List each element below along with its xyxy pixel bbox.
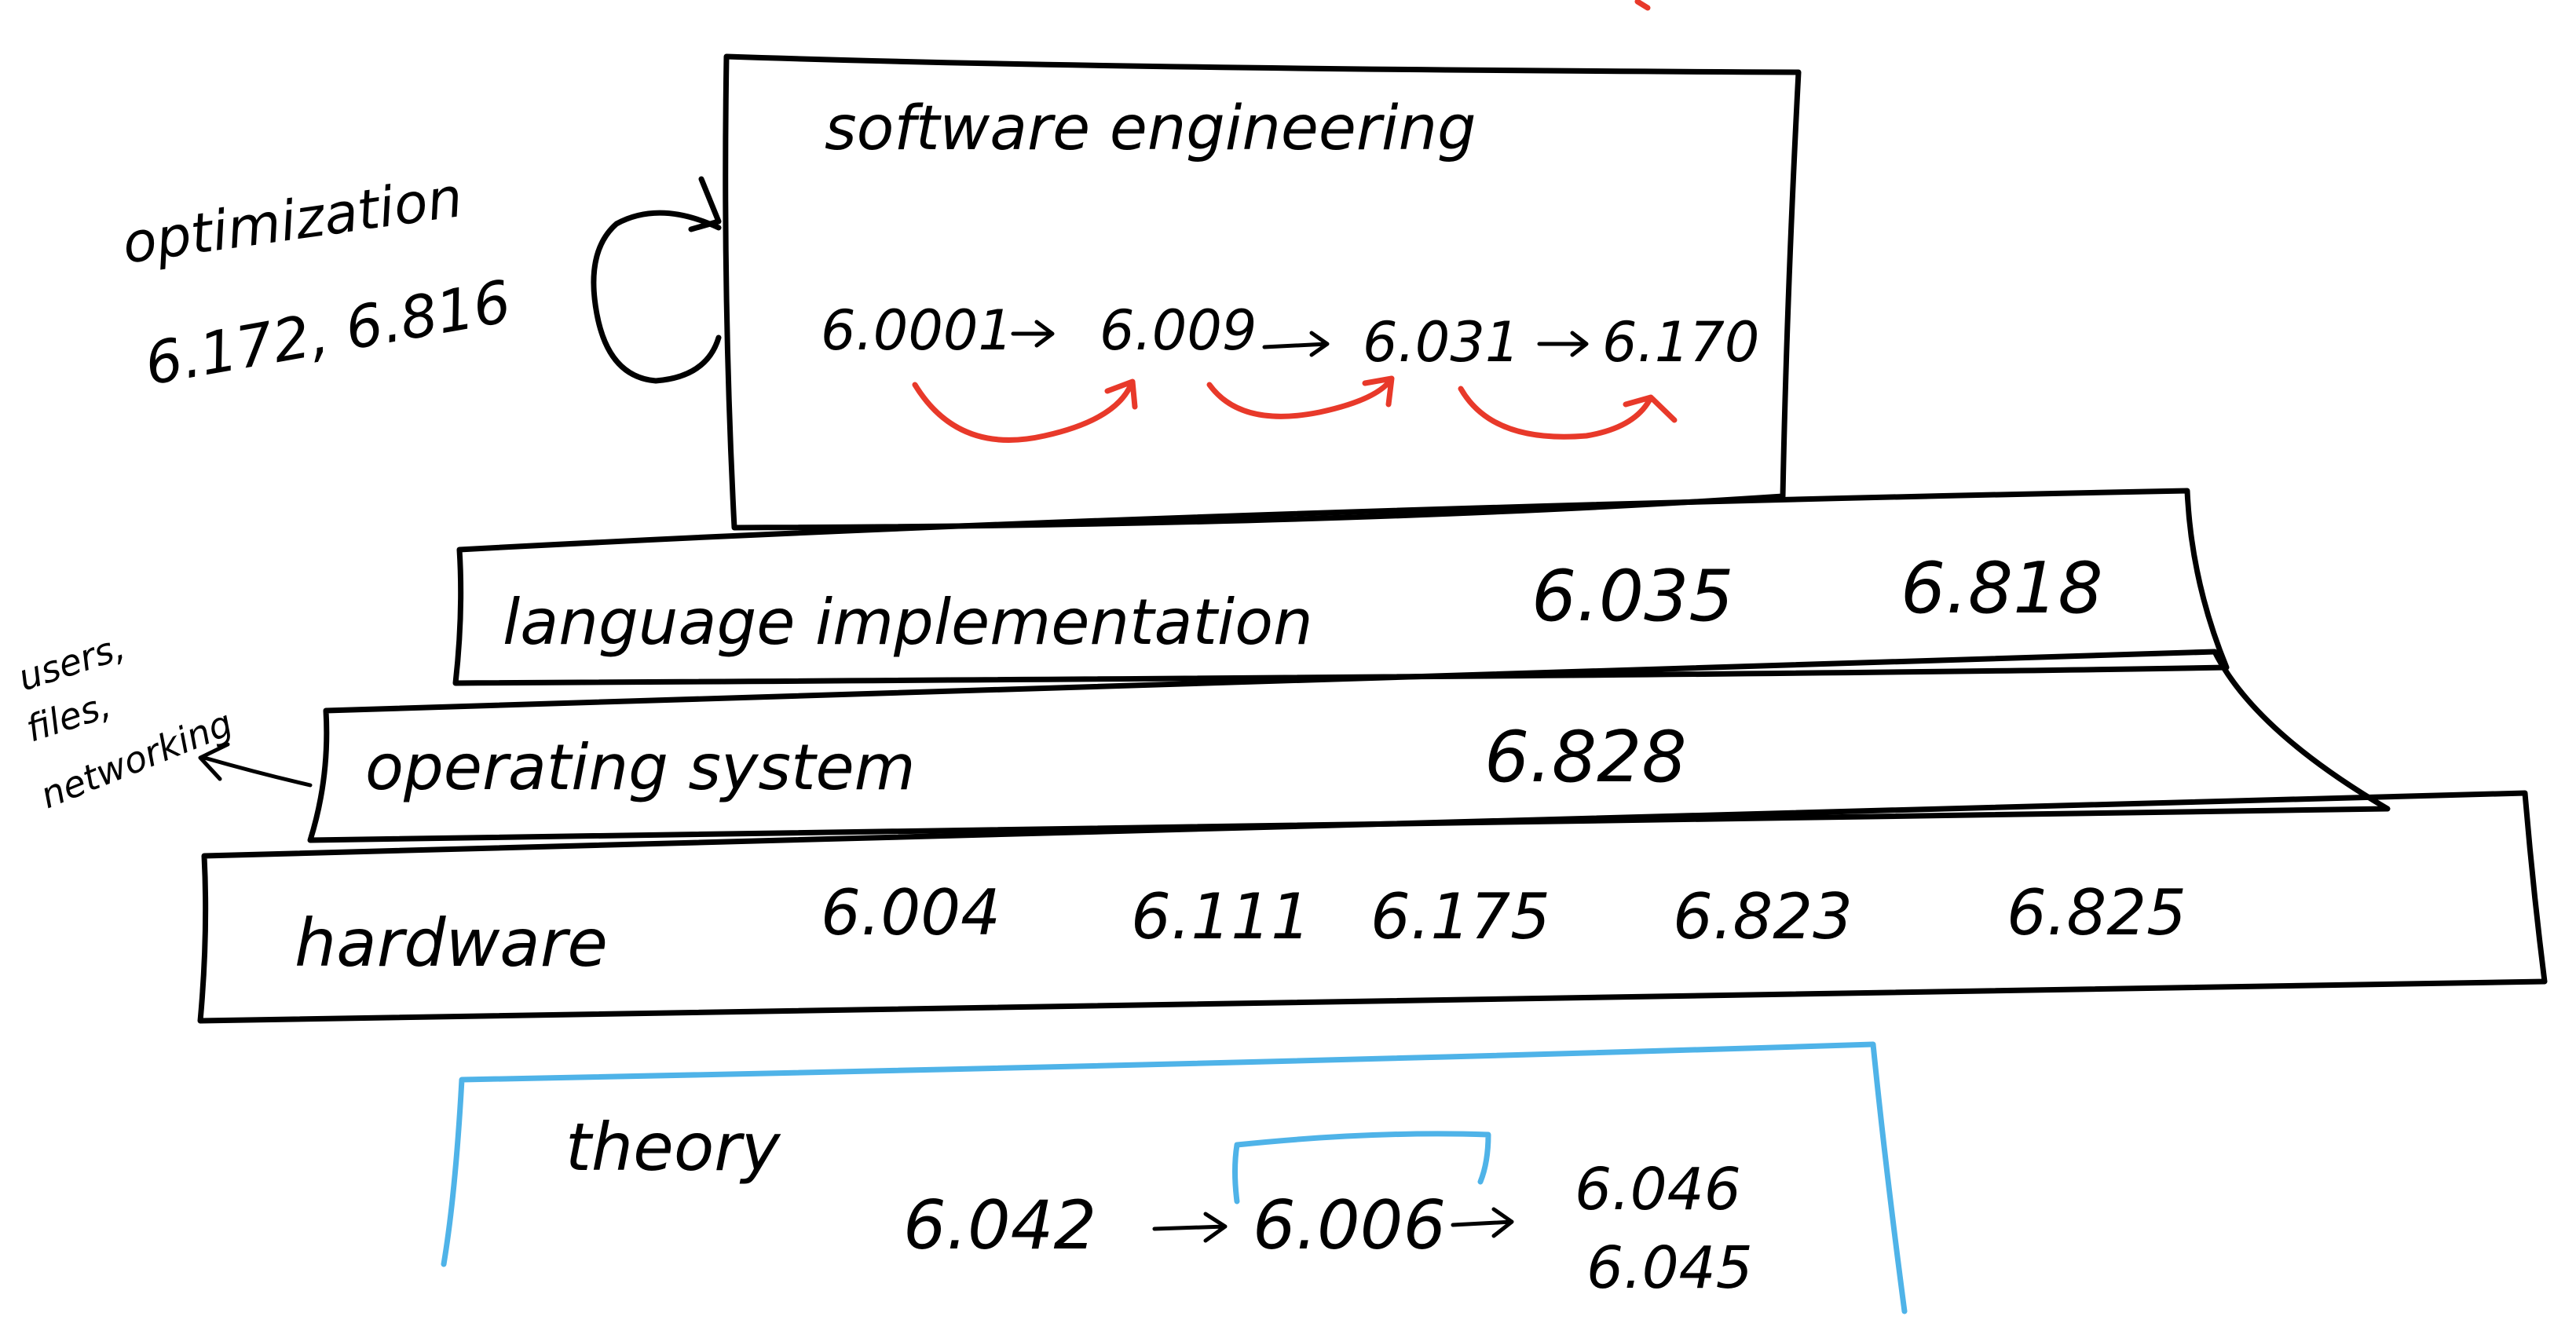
course-6-006: 6.006	[1253, 1186, 1446, 1265]
course-6-818: 6.818	[1901, 547, 2103, 630]
self-loop-arrow	[591, 210, 722, 384]
top-red-mark	[1634, 0, 1651, 11]
software-engineering-box: software engineering 6.0001 6.009 6.031 …	[723, 53, 1802, 531]
red-arc-arrow	[912, 378, 1138, 443]
side-note-users: users,	[13, 625, 130, 699]
software-engineering-title: software engineering	[825, 93, 1476, 164]
hardware-label: hardware	[295, 905, 608, 982]
course-6-823: 6.823	[1673, 880, 1853, 953]
theory-label: theory	[565, 1109, 781, 1186]
course-6-828: 6.828	[1484, 716, 1687, 799]
course-6-009: 6.009	[1100, 298, 1257, 363]
language-implementation-layer: language implementation 6.035 6.818	[452, 488, 2230, 686]
theory-section: theory 6.042 6.006 6.046 6.045	[441, 1041, 1908, 1314]
arrow-right-icon	[1152, 1212, 1228, 1243]
course-6-045: 6.045	[1586, 1234, 1753, 1302]
blue-bracket-over-6-006	[1232, 1131, 1491, 1205]
course-6-170: 6.170	[1602, 310, 1759, 375]
course-6-031: 6.031	[1363, 310, 1520, 375]
course-6-175: 6.175	[1370, 880, 1550, 953]
course-6-825: 6.825	[2007, 876, 2186, 949]
theory-bracket	[441, 1041, 1908, 1314]
hardware-layer: hardware 6.004 6.111 6.175 6.823 6.825	[197, 790, 2548, 1024]
arrow-right-icon	[1262, 331, 1330, 357]
language-implementation-label: language implementation	[503, 586, 1313, 659]
arrow-right-icon	[1537, 331, 1589, 357]
course-6-035: 6.035	[1531, 555, 1734, 638]
arrow-right-icon	[1011, 320, 1055, 348]
optimization-loop: optimization 6.172, 6.816	[119, 165, 722, 399]
optimization-courses: 6.172, 6.816	[140, 268, 516, 398]
arrow-left-icon	[198, 742, 313, 788]
loop-arrowhead-icon	[688, 176, 722, 232]
optimization-label: optimization	[119, 165, 467, 276]
operating-system-label: operating system	[365, 731, 916, 804]
course-6-0001: 6.0001	[821, 298, 1013, 363]
arrow-right-icon	[1451, 1207, 1514, 1238]
red-arc-arrow	[1206, 375, 1395, 419]
course-6-111: 6.111	[1131, 880, 1311, 953]
red-arc-arrow	[1458, 386, 1678, 440]
course-6-042: 6.042	[903, 1186, 1096, 1265]
course-6-004: 6.004	[821, 876, 1001, 949]
course-6-046: 6.046	[1575, 1156, 1741, 1223]
